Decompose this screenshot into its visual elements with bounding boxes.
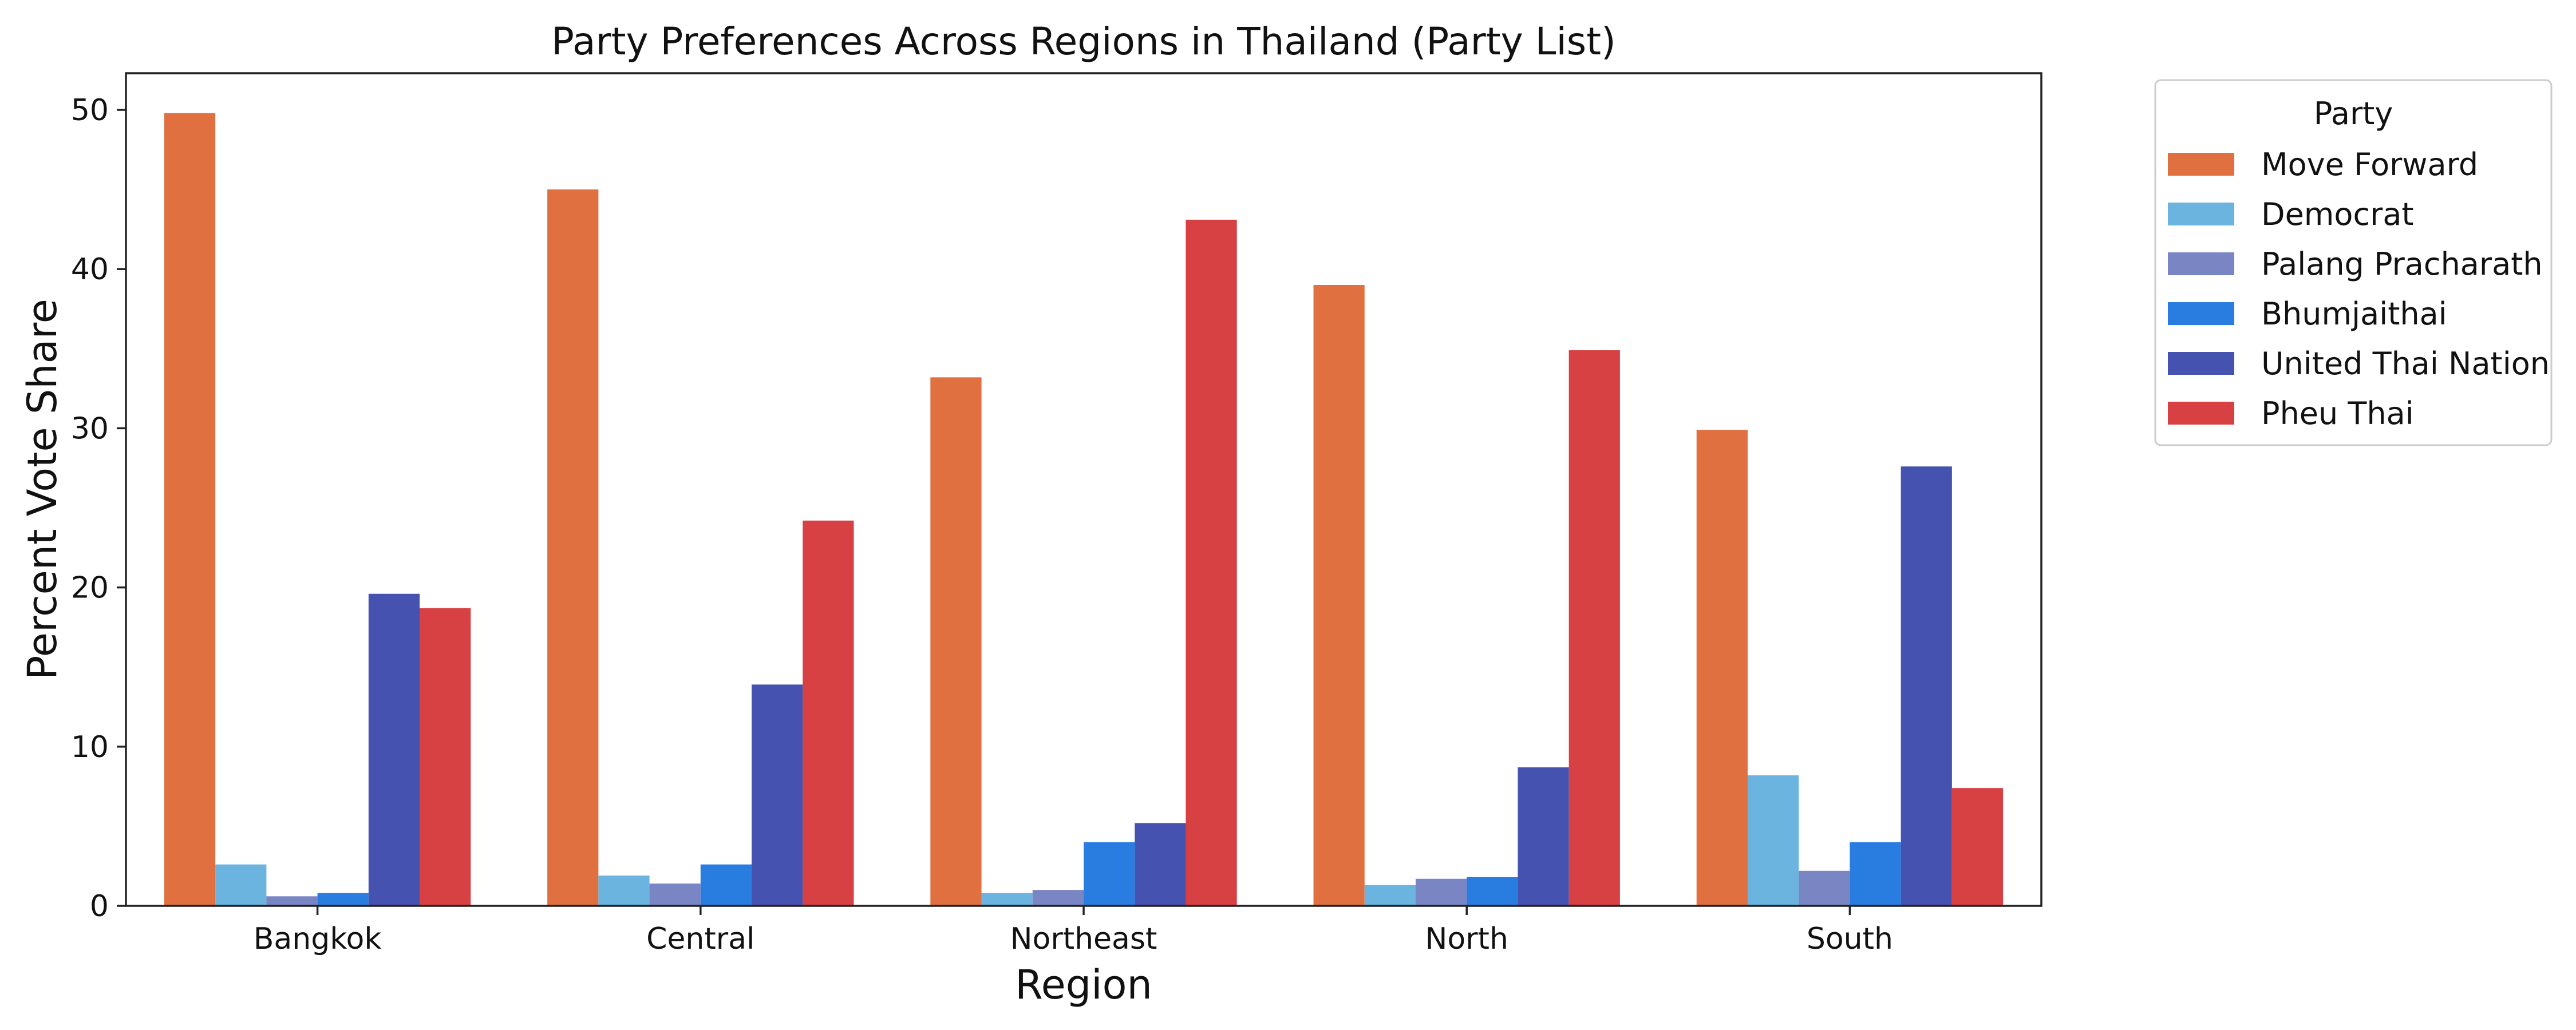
legend-label-bhumjaithai: Bhumjaithai xyxy=(2261,296,2447,332)
legend-items: Move Forward Democrat Palang Pracharath Bhu… xyxy=(2168,146,2550,431)
x-tick-label: South xyxy=(1807,922,1893,956)
y-tick-label: 10 xyxy=(71,730,109,764)
bar-democrat-central xyxy=(598,876,650,906)
y-tick-label: 20 xyxy=(71,571,109,605)
legend-swatch-palang-pracharath xyxy=(2168,252,2234,275)
bar-democrat-south xyxy=(1747,775,1799,906)
bar-bhumjaithai-central xyxy=(700,864,752,906)
bar-pheu-thai-north xyxy=(1568,350,1620,906)
x-axis-label: Region xyxy=(1015,961,1152,1008)
bar-pheu-thai-bangkok xyxy=(420,608,471,906)
bar-bhumjaithai-bangkok xyxy=(317,893,369,906)
bar-bhumjaithai-northeast xyxy=(1084,842,1135,906)
bar-palang-pracharath-south xyxy=(1799,870,1850,906)
bar-democrat-bangkok xyxy=(215,864,267,906)
legend-title: Party xyxy=(2314,96,2393,132)
bar-pheu-thai-central xyxy=(803,520,854,906)
y-tick-label: 30 xyxy=(71,411,109,446)
legend: Party Move Forward Democrat Palang Prachar… xyxy=(2154,79,2553,446)
bar-move-forward-south xyxy=(1696,430,1748,906)
legend-swatch-pheu-thai xyxy=(2168,402,2234,425)
legend-label-move-forward: Move Forward xyxy=(2261,146,2478,183)
x-tick-label: Central xyxy=(646,922,754,956)
chart-title: Party Preferences Across Regions in Thai… xyxy=(551,19,1616,64)
y-tick-label: 50 xyxy=(71,93,109,128)
bar-palang-pracharath-bangkok xyxy=(266,896,318,906)
legend-label-palang-pracharath: Palang Pracharath xyxy=(2261,246,2543,282)
bar-palang-pracharath-north xyxy=(1415,878,1467,906)
x-tick-label: Bangkok xyxy=(254,922,382,956)
bar-move-forward-bangkok xyxy=(164,113,216,906)
legend-label-pheu-thai: Pheu Thai xyxy=(2261,395,2414,431)
x-axis: Bangkok Central Northeast North South xyxy=(254,906,1893,956)
bar-palang-pracharath-northeast xyxy=(1032,890,1084,906)
bar-united-thai-nation-bangkok xyxy=(368,593,420,906)
legend-frame xyxy=(2154,79,2553,446)
bar-united-thai-nation-south xyxy=(1901,466,1952,906)
legend-swatch-bhumjaithai xyxy=(2168,302,2234,325)
bar-democrat-north xyxy=(1364,885,1416,906)
bar-pheu-thai-northeast xyxy=(1186,219,1237,906)
bar-move-forward-northeast xyxy=(930,377,982,906)
bars-group xyxy=(164,113,2004,906)
y-axis-label: Percent Vote Share xyxy=(19,299,66,680)
bar-democrat-northeast xyxy=(981,893,1033,906)
bar-united-thai-nation-central xyxy=(752,684,803,906)
y-tick-label: 40 xyxy=(71,252,109,287)
y-tick-label: 0 xyxy=(90,889,109,924)
x-tick-label: Northeast xyxy=(1010,922,1157,956)
legend-label-united-thai-nation: United Thai Nation xyxy=(2261,346,2550,382)
y-axis: 0 10 20 30 40 50 xyxy=(71,93,126,924)
bar-bhumjaithai-north xyxy=(1467,877,1518,906)
legend-swatch-united-thai-nation xyxy=(2168,352,2234,375)
bar-bhumjaithai-south xyxy=(1850,842,1901,906)
x-tick-label: North xyxy=(1425,922,1508,956)
legend-swatch-democrat xyxy=(2168,203,2234,225)
legend-swatch-move-forward xyxy=(2168,153,2234,176)
bar-united-thai-nation-north xyxy=(1518,767,1569,906)
bar-move-forward-north xyxy=(1313,285,1365,906)
bar-united-thai-nation-northeast xyxy=(1135,823,1186,906)
bar-palang-pracharath-central xyxy=(649,884,701,906)
bar-move-forward-central xyxy=(547,189,599,906)
legend-label-democrat: Democrat xyxy=(2261,196,2414,232)
bar-pheu-thai-south xyxy=(1951,788,2004,906)
